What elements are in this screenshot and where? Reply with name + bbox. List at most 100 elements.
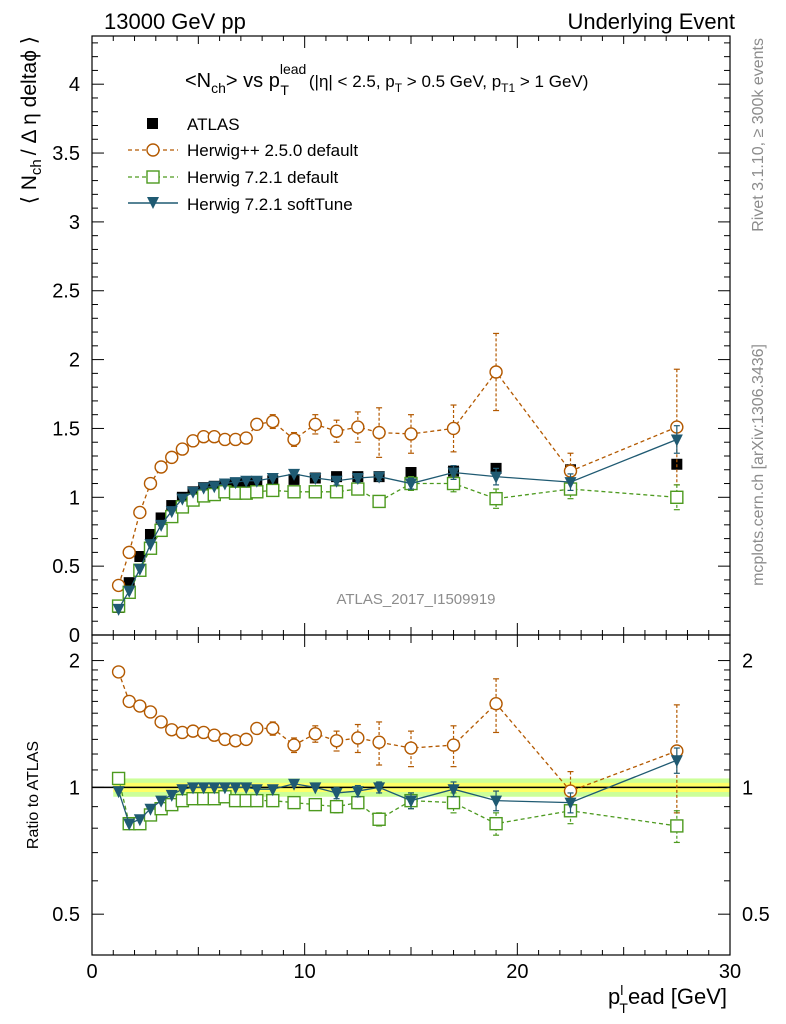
mcplots-label: mcplots.cern.ch [arXiv:1306.3436] [750, 344, 767, 586]
series-point-1-bottom [266, 793, 280, 808]
header-left: 13000 GeV pp [104, 9, 246, 34]
series-point-0-top [489, 365, 503, 379]
series-point-0-bottom [308, 727, 322, 741]
y-tick-label-top: 3.5 [52, 143, 80, 165]
series-point-2-bottom [309, 782, 322, 795]
series-point-2-bottom [197, 782, 210, 795]
series-point-2-top [218, 478, 231, 491]
series-point-2-bottom [208, 782, 221, 795]
series-point-0-top [308, 417, 322, 432]
series-point-0-bottom [143, 705, 158, 719]
series-point-0-bottom [351, 731, 365, 745]
series-point-2-bottom [165, 789, 178, 802]
series-point-0-top [329, 424, 344, 438]
title-cuts-b: > 0.5 GeV, p [402, 72, 501, 91]
series-point-0-top [143, 476, 158, 491]
series-point-2-top [208, 481, 221, 494]
series-point-1-top [670, 490, 684, 504]
series-point-0-bottom [287, 738, 301, 752]
series-point-2-bottom [250, 784, 263, 797]
legend-label-herwigpp: Herwig++ 2.5.0 default [187, 141, 358, 160]
y-tick-label-top: 1.5 [52, 418, 80, 440]
title-main-sub: ch [211, 80, 226, 96]
series-point-0-top [239, 431, 253, 445]
series-point-0-bottom [266, 721, 280, 736]
series-point-2-top [266, 473, 279, 486]
series-point-2-top [490, 471, 503, 484]
series-point-1-bottom [287, 795, 301, 810]
plot-title: <Nch> vs plead T (|η| < 2.5, pT > 0.5 GeV,… [185, 61, 588, 98]
series-point-1-top [489, 491, 503, 506]
series-point-0-bottom [329, 734, 344, 748]
series-point-0-top [133, 505, 147, 520]
series-point-2-top [155, 519, 168, 532]
xlabel-rest: ead [GeV] [628, 984, 727, 1009]
series-point-0-bottom [239, 732, 253, 747]
series-point-0-top [372, 425, 386, 440]
x-tick-label: 30 [719, 961, 741, 983]
series-point-2-bottom [155, 795, 168, 808]
title-main-sub2: T [280, 82, 289, 98]
legend-label-atlas: ATLAS [187, 115, 240, 134]
title-cuts-b-sub: T1 [501, 81, 515, 95]
series-point-0-bottom [154, 715, 168, 729]
series-point-2-bottom [218, 782, 231, 795]
series-point-1-bottom [372, 812, 386, 826]
atlas-data-point [405, 467, 417, 479]
series-point-2-bottom [240, 782, 253, 795]
legend-label-soft: Herwig 7.2.1 softTune [187, 195, 353, 214]
atlas-data-point [144, 528, 156, 540]
x-tick-label: 0 [86, 961, 97, 983]
series-point-1-bottom [250, 793, 264, 808]
xlabel-p: p [608, 984, 620, 1009]
series-point-2-bottom [288, 778, 301, 791]
series-point-2-top [447, 467, 460, 480]
y-tick-label-top: 2.5 [52, 281, 80, 303]
header-right: Underlying Event [567, 9, 735, 34]
series-point-2-bottom [112, 786, 125, 799]
series-point-2-top [330, 475, 343, 488]
series-line-0-top [117, 370, 678, 586]
series-point-2-top [197, 482, 210, 495]
title-main-mid: > vs p [226, 70, 280, 92]
series-point-1-bottom [329, 799, 344, 814]
series-point-0-top [154, 460, 168, 474]
title-cuts-c: > 1 GeV) [515, 72, 588, 91]
series-point-2-bottom [123, 818, 136, 831]
series-point-2-top [288, 468, 301, 481]
series-point-1-bottom [489, 816, 503, 831]
x-tick-label: 10 [294, 961, 316, 983]
legend-marker-herwigpp [146, 143, 160, 157]
series-point-0-bottom [133, 699, 147, 713]
series-point-2-bottom [330, 787, 343, 800]
series-point-2-bottom [266, 784, 279, 797]
series-point-2-bottom [144, 803, 157, 816]
series-point-2-top [405, 478, 417, 491]
series-point-0-bottom [489, 696, 503, 711]
series-point-2-top [187, 486, 200, 499]
series-point-0-top [446, 421, 461, 436]
legend-marker-soft [147, 197, 159, 209]
series-point-2-top [670, 434, 683, 447]
series-point-1-top [308, 485, 322, 499]
analysis-watermark: ATLAS_2017_I1509919 [336, 591, 495, 608]
series-point-1-bottom [446, 795, 461, 810]
x-axis-label: pl Tead [GeV] [608, 982, 727, 1016]
series-point-2-bottom [351, 786, 364, 799]
series-point-2-top [240, 475, 253, 488]
series-point-2-top [351, 473, 364, 486]
y-tick-label-bottom-right: 1 [742, 777, 753, 799]
atlas-data-point [166, 500, 178, 512]
series-point-2-bottom [490, 795, 503, 808]
series-point-2-bottom [447, 784, 460, 797]
atlas-data-point [123, 577, 135, 589]
y-tick-label-top: 1 [69, 487, 80, 509]
series-point-0-top [351, 420, 365, 434]
y-tick-label-bottom-right: 0.5 [742, 904, 770, 926]
series-point-1-top [266, 483, 280, 498]
series-point-2-top [133, 563, 146, 576]
xlabel-sup: l [620, 982, 623, 998]
series-point-2-top [112, 603, 125, 616]
title-cuts-a: (|η| < 2.5, p [309, 72, 395, 91]
series-point-2-bottom [373, 782, 386, 795]
